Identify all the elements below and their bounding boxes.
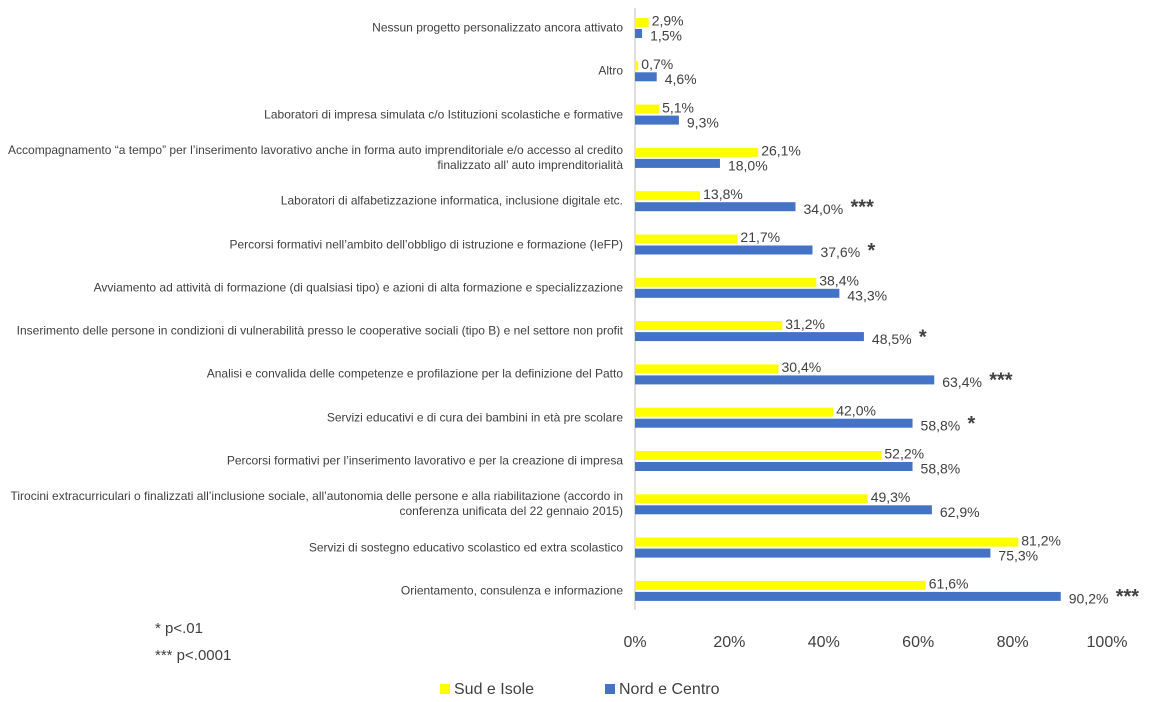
x-tick-label: 80% [997,634,1029,651]
value-label: 58,8% [921,461,961,477]
category-label: Tirocini extracurriculari o finalizzati … [10,489,623,519]
footnote: *** p<.0001 [155,647,231,664]
value-label: 31,2% [785,316,825,332]
bar [635,202,796,212]
value-label: 13,8% [703,186,743,202]
bar [635,407,834,417]
bar [635,288,840,298]
value-label: 43,3% [847,288,887,304]
value-label: 30,4% [781,359,821,375]
bar [635,61,639,71]
bar [635,580,926,590]
category-label: Nessun progetto personalizzato ancora at… [372,20,623,35]
value-label: 34,0% [803,201,843,217]
significance-marker: *** [850,196,874,218]
bar [635,364,779,374]
legend-swatch [605,684,615,694]
bar [635,462,913,471]
category-label: Laboratori di impresa simulata c/o Istit… [264,107,623,122]
bar [635,494,868,504]
value-label: 2,9% [652,13,684,29]
value-label: 5,1% [662,99,694,115]
category-label: Servizi educativi e di cura dei bambini … [326,410,623,425]
category-label: Inserimento delle persone in condizioni … [16,323,623,338]
significance-marker: * [968,413,976,435]
value-label: 38,4% [819,273,859,289]
x-tick-label: 20% [713,634,745,651]
bar [635,505,932,515]
category-label: Percorsi formativi nell’ambito dell’obbl… [229,237,624,251]
value-label: 61,6% [929,576,969,592]
bar [635,321,783,331]
value-label: 52,2% [884,446,924,462]
bar [635,115,679,125]
bar [635,72,657,82]
category-label: Servizi di sostegno educativo scolastico… [308,540,623,555]
bar [635,158,720,168]
value-label: 58,8% [921,417,961,433]
value-label: 62,9% [940,504,980,520]
category-label: Accompagnamento “a tempo” per l’inserime… [8,142,623,172]
x-tick-label: 60% [902,634,934,651]
significance-marker: * [867,240,875,262]
x-tick-label: 0% [623,634,646,651]
category-label: Altro [598,63,623,78]
footnote: * p<.01 [155,620,203,637]
category-label: Orientamento, consulenza e informazione [400,583,623,598]
bar [635,375,935,385]
bar [635,548,991,558]
bar [635,18,649,27]
value-label: 63,4% [942,374,982,390]
category-label: Analisi e convalida delle competenze e p… [206,366,623,381]
bar [635,537,1019,547]
value-label: 42,0% [836,402,876,418]
significance-marker: *** [1116,586,1140,608]
legend-label: Nord e Centro [619,681,720,698]
significance-marker: *** [989,370,1013,392]
legend-swatch [440,684,450,694]
value-label: 0,7% [641,56,673,72]
bar [635,418,913,428]
value-label: 1,5% [650,28,682,44]
bar [635,104,660,114]
bar [635,245,813,255]
bar [635,191,701,201]
category-label: Percorsi formativi per l’inserimento lav… [226,453,623,468]
value-label: 37,6% [820,244,860,260]
bar [635,451,882,460]
category-label: Avviamento ad attività di formazione (di… [93,280,623,295]
bar [635,591,1061,601]
value-label: 4,6% [665,71,697,87]
value-label: 26,1% [761,143,801,159]
value-label: 75,3% [998,547,1038,563]
legend-label: Sud e Isole [454,681,534,698]
x-tick-label: 40% [808,634,840,651]
bar [635,147,759,157]
bar [635,234,738,244]
value-label: 49,3% [871,489,911,505]
value-label: 9,3% [687,114,719,130]
bar [635,29,643,38]
bar [635,277,817,287]
value-label: 21,7% [740,229,780,245]
value-label: 90,2% [1069,591,1109,607]
x-tick-label: 100% [1087,634,1128,651]
value-label: 81,2% [1021,532,1061,548]
significance-marker: * [919,326,927,348]
value-label: 48,5% [872,331,912,347]
value-label: 18,0% [728,158,768,174]
category-label: Laboratori di alfabetizzazione informati… [280,193,623,208]
bar [635,332,864,342]
